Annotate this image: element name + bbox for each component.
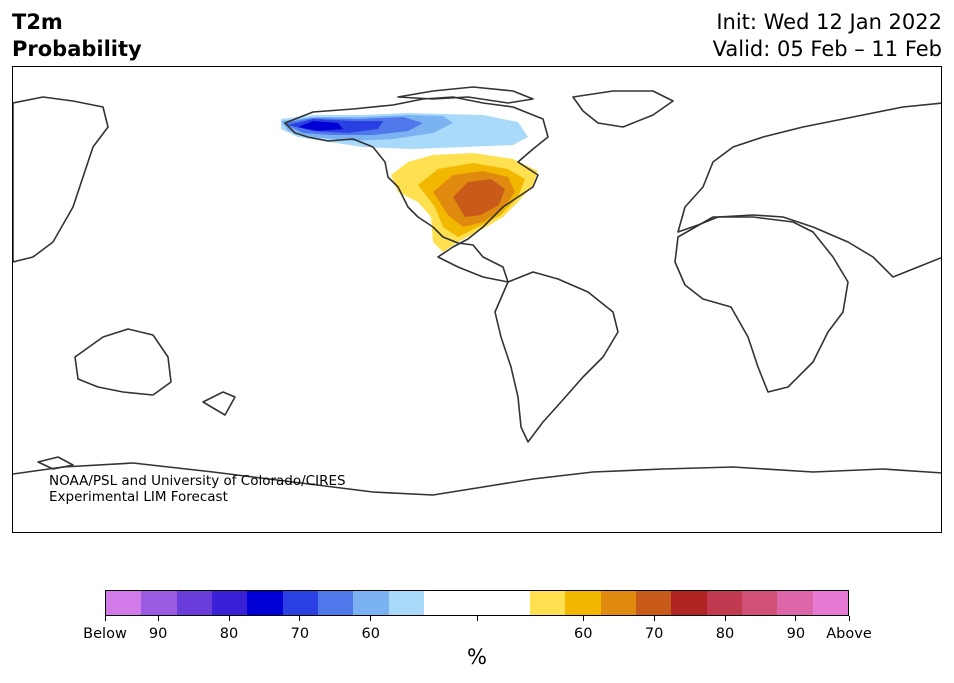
coastlines [13, 86, 941, 496]
colorbar-segment-below-8 [388, 591, 424, 615]
colorbar-tick-label: 90 [786, 626, 806, 642]
init-date: Init: Wed 12 Jan 2022 [716, 10, 942, 34]
colorbar-segment-above-5 [706, 591, 742, 615]
colorbar-tick [476, 616, 478, 621]
colorbar-tick [582, 616, 584, 621]
colorbar-segment-above-3 [635, 591, 672, 615]
colorbar-segment-neutral [423, 591, 530, 615]
colorbar-tick-label: 70 [290, 626, 310, 642]
date-block: Init: Wed 12 Jan 2022 Valid: 05 Feb – 11… [713, 9, 942, 63]
colorbar-tick-label: 80 [219, 626, 239, 642]
credit-text: NOAA/PSL and University of Colorado/CIRE… [49, 473, 346, 505]
colorbar-tick-label: 60 [574, 626, 593, 642]
variable-label: T2m [12, 10, 63, 34]
colorbar-tick [299, 616, 301, 621]
map-panel [12, 66, 942, 533]
colorbar-ticks [104, 616, 850, 622]
colorbar-segment-above-2 [600, 591, 636, 615]
colorbar-segment-below-2 [176, 591, 212, 615]
world-map [13, 86, 941, 496]
colorbar-tick [724, 616, 726, 621]
colorbar-tick-label: Below [83, 626, 127, 642]
credit-line-2: Experimental LIM Forecast [49, 489, 228, 505]
below-normal-shading [281, 113, 528, 149]
colorbar-segment-below-5 [282, 591, 318, 615]
colorbar-segment-below-3 [211, 591, 248, 615]
colorbar-segment-above-0 [529, 591, 566, 615]
colorbar-tick-label: 60 [361, 626, 380, 642]
colorbar-segment-above-6 [741, 591, 778, 615]
colorbar-segment-above-7 [777, 591, 813, 615]
colorbar-segment-above-1 [565, 591, 601, 615]
colorbar-segment-below-7 [353, 591, 389, 615]
colorbar-tick [848, 616, 850, 621]
colorbar-tick-label: Above [826, 626, 872, 642]
colorbar-tick [228, 616, 230, 621]
colorbar-tick [795, 616, 797, 621]
colorbar [105, 590, 849, 616]
colorbar-segment-above-8 [812, 591, 848, 615]
colorbar-segment-below-4 [247, 591, 283, 615]
colorbar-tick [370, 616, 372, 621]
colorbar-tick [104, 616, 106, 621]
title-block: T2m Probability [12, 9, 142, 63]
colorbar-tick-label: 80 [715, 626, 735, 642]
colorbar-tick-label: 70 [644, 626, 664, 642]
credit-line-1: NOAA/PSL and University of Colorado/CIRE… [49, 473, 346, 489]
colorbar-segment-below-0 [106, 591, 142, 615]
colorbar-tick [157, 616, 159, 621]
colorbar-segment-below-6 [317, 591, 354, 615]
colorbar-tick-label: 90 [148, 626, 168, 642]
colorbar-segment-above-4 [671, 591, 707, 615]
valid-range: Valid: 05 Feb – 11 Feb [712, 37, 942, 61]
colorbar-segment-below-1 [141, 591, 177, 615]
colorbar-unit-label: % [467, 645, 487, 669]
product-label: Probability [12, 37, 142, 61]
colorbar-tick [653, 616, 655, 621]
above-normal-shading [391, 153, 538, 252]
